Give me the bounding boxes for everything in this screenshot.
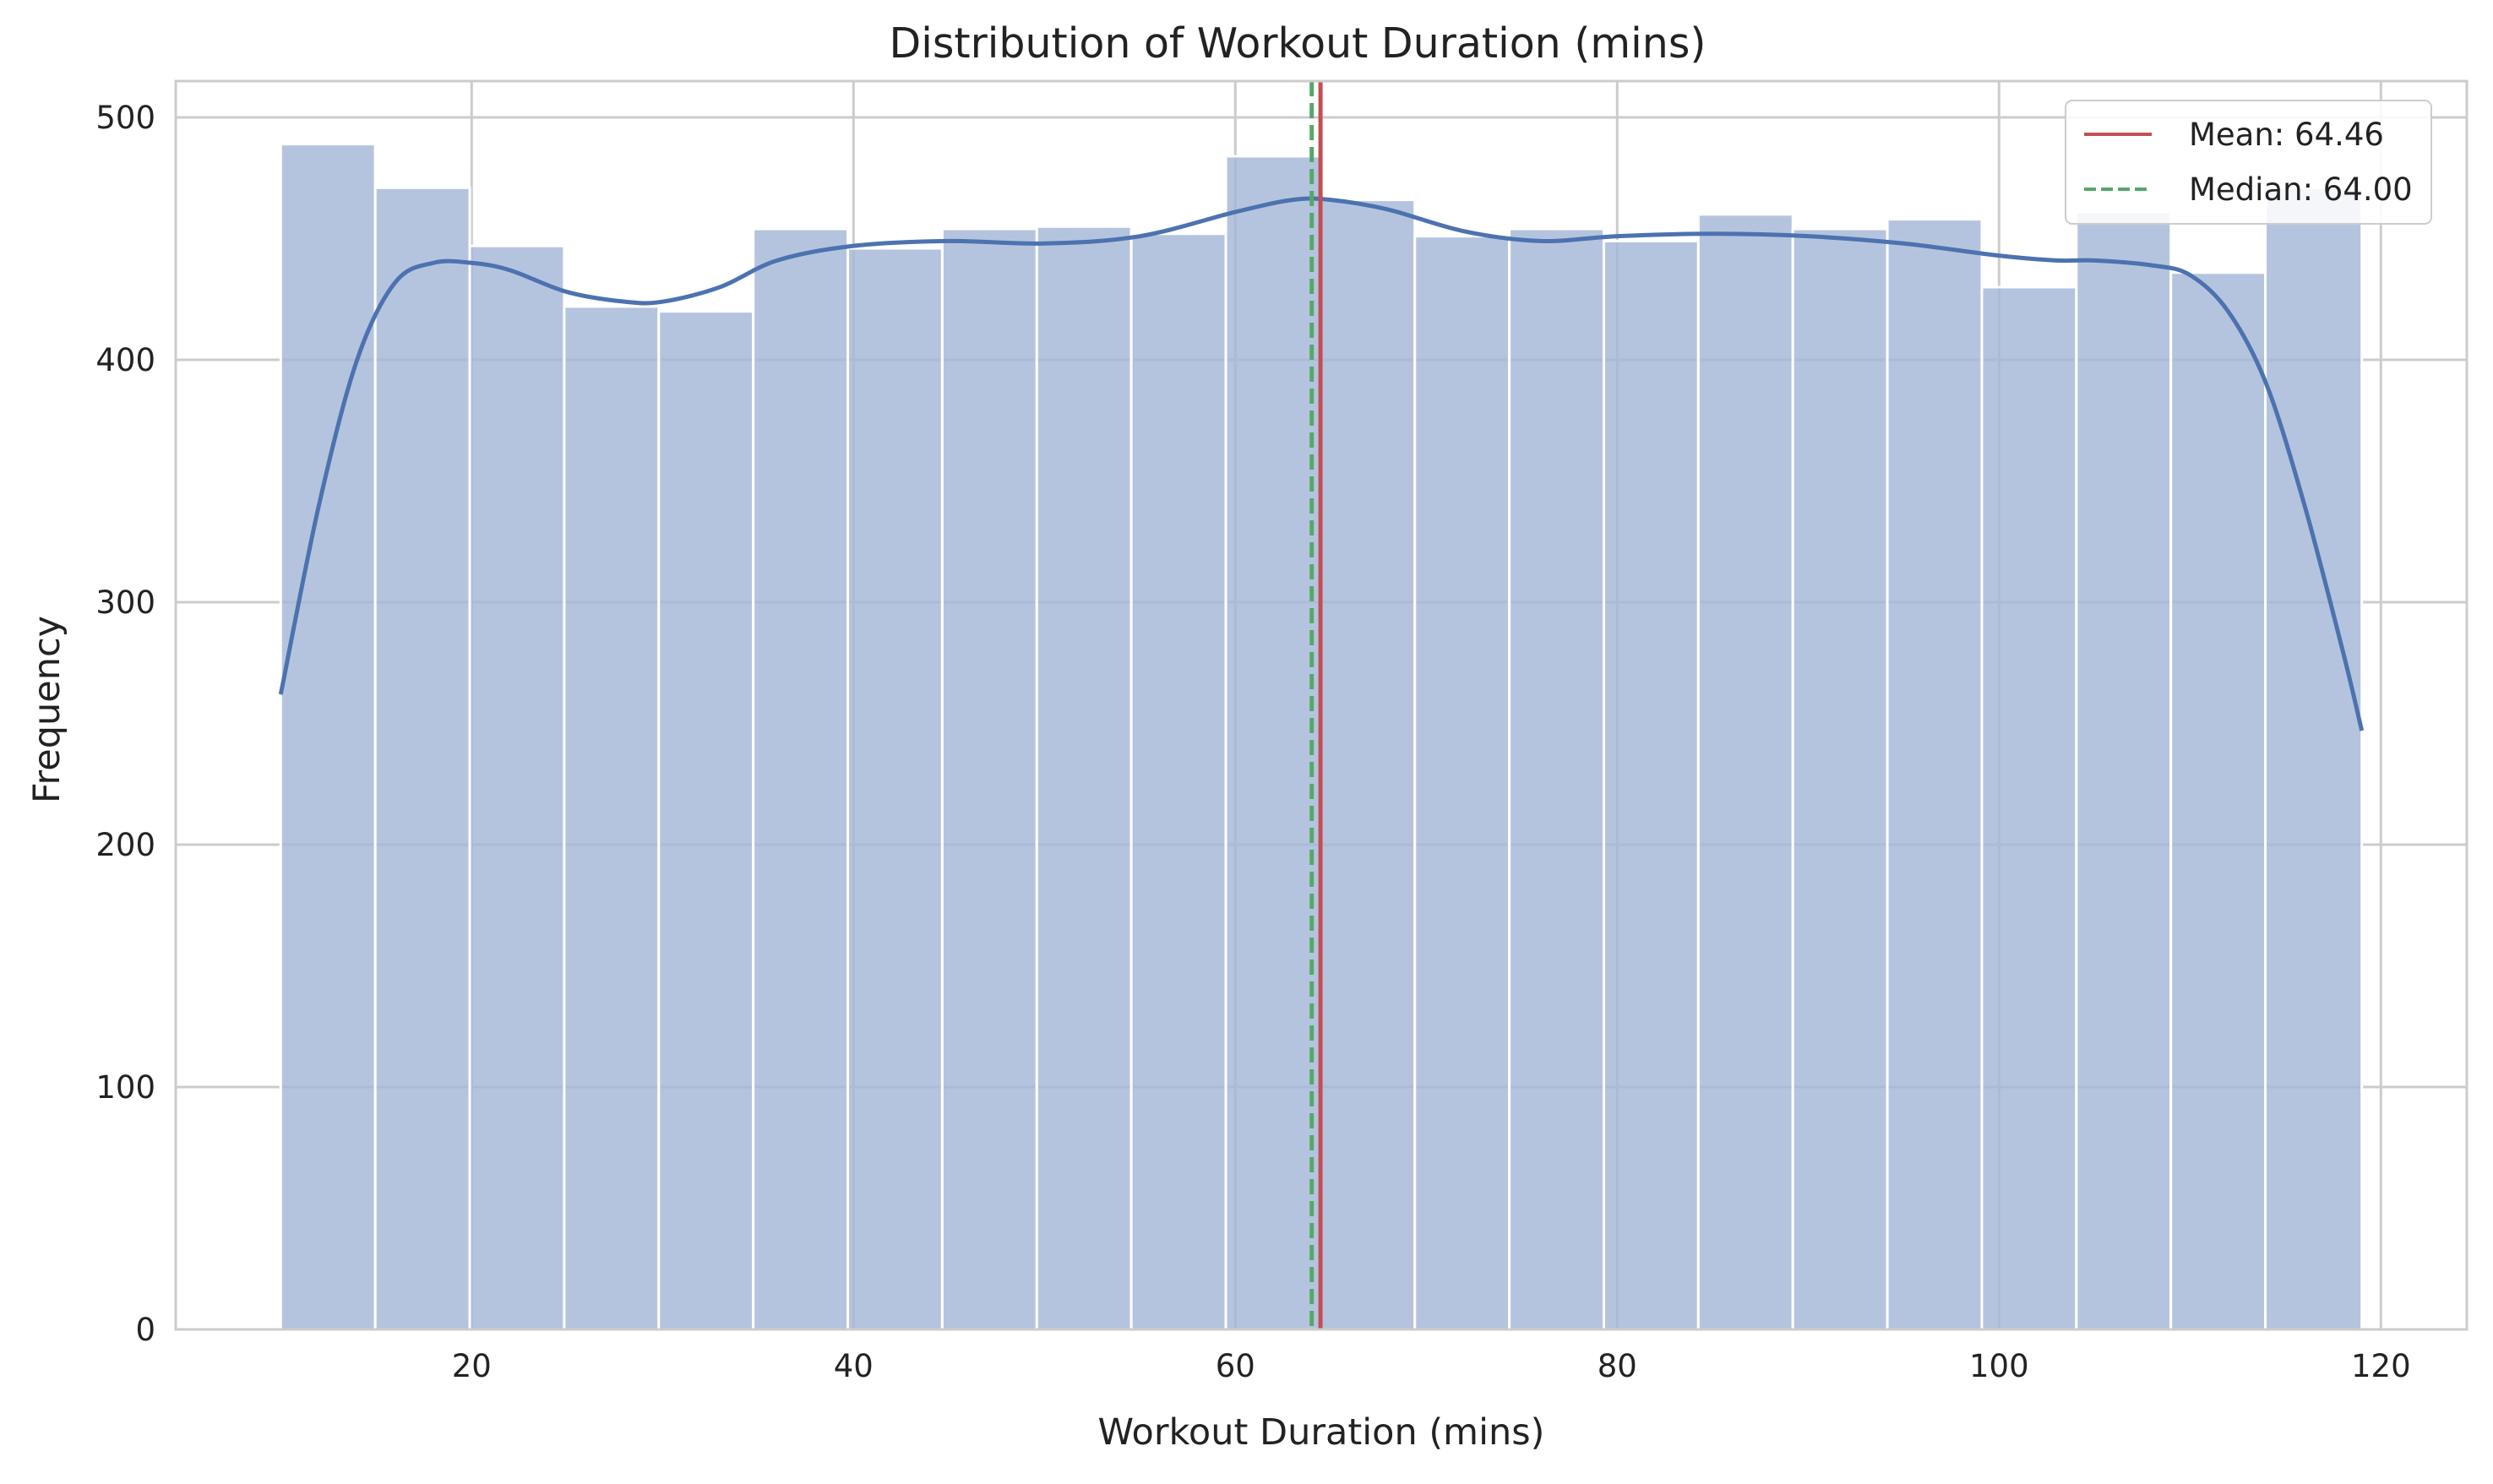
stat-lines <box>1309 81 1323 1329</box>
histogram-bar <box>1791 227 1889 1331</box>
y-axis-title: Frequency <box>26 616 68 803</box>
x-tick-label: 20 <box>452 1348 492 1384</box>
histogram-bar <box>2264 186 2364 1331</box>
legend-mean-label: Mean: 64.46 <box>2189 117 2384 153</box>
histogram-bar <box>1035 225 1133 1331</box>
y-tick-label: 500 <box>95 100 155 136</box>
legend-median-label: Median: 64.00 <box>2189 171 2413 208</box>
histogram-bar <box>563 305 661 1331</box>
histogram-bar <box>1886 218 1984 1331</box>
y-axis-ticks: 0 100 200 300 400 500 <box>95 100 155 1348</box>
histogram-bar <box>657 310 755 1331</box>
histogram-bar <box>1980 285 2078 1331</box>
x-tick-label: 120 <box>2351 1348 2411 1384</box>
y-tick-label: 300 <box>95 584 155 621</box>
histogram-bar <box>468 244 566 1331</box>
histogram-bar <box>752 227 850 1331</box>
histogram-bar <box>1413 235 1511 1331</box>
x-axis-ticks: 20 40 60 80 100 120 <box>452 1348 2411 1384</box>
histogram-bar <box>846 247 944 1331</box>
histogram-bar <box>2075 210 2173 1331</box>
histogram-bar <box>1602 239 1700 1331</box>
histogram-bar <box>1319 198 1417 1331</box>
legend: Mean: 64.46 Median: 64.00 <box>2065 100 2432 225</box>
plot-frame <box>174 79 2469 1331</box>
histogram-bar <box>2169 271 2267 1331</box>
histogram-bar <box>1696 213 1794 1331</box>
x-tick-label: 60 <box>1216 1348 1255 1384</box>
legend-box <box>2065 100 2432 225</box>
histogram-bar <box>1508 227 1605 1331</box>
chart-title: Distribution of Workout Duration (mins) <box>890 19 1706 68</box>
histogram-bar <box>1224 155 1322 1331</box>
histogram-bars <box>279 143 2364 1331</box>
y-tick-label: 200 <box>95 827 155 863</box>
histogram-bar <box>1129 232 1227 1331</box>
histogram-bar <box>373 186 471 1331</box>
x-axis-title: Workout Duration (mins) <box>1098 1411 1545 1454</box>
y-tick-label: 100 <box>95 1069 155 1106</box>
histogram-bar <box>940 227 1038 1331</box>
x-tick-label: 100 <box>1969 1348 2029 1384</box>
y-tick-label: 400 <box>95 342 155 378</box>
x-tick-label: 80 <box>1598 1348 1637 1384</box>
histogram-bar <box>279 143 377 1331</box>
y-tick-label: 0 <box>135 1312 155 1348</box>
x-tick-label: 40 <box>834 1348 874 1384</box>
